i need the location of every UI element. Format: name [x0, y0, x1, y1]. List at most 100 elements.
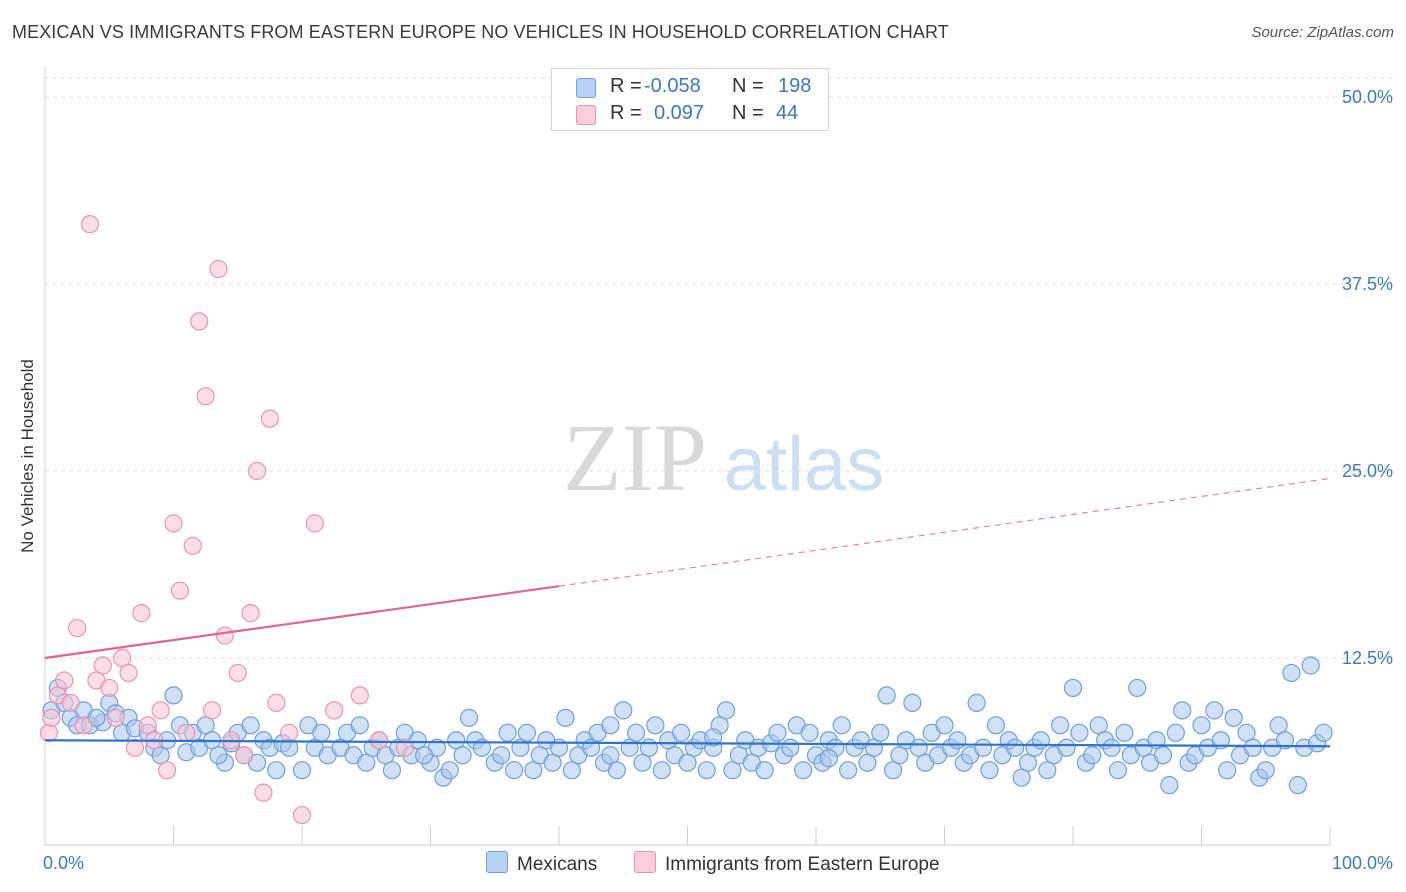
data-point [106, 708, 125, 727]
data-point [504, 761, 524, 780]
data-point [639, 738, 659, 757]
data-point [80, 215, 100, 234]
trend-line-eastern-europe-extrapolated [558, 477, 1331, 587]
data-point [177, 723, 196, 742]
data-point [100, 678, 119, 698]
data-point [1115, 723, 1134, 742]
data-point [890, 746, 909, 765]
data-point [447, 731, 466, 750]
data-point [697, 761, 716, 780]
data-point [267, 693, 286, 712]
data-point [1018, 753, 1038, 772]
x-tick-label-min: 0.0% [43, 853, 84, 873]
data-point [883, 761, 903, 780]
data-point [350, 686, 369, 705]
data-point [1301, 656, 1320, 675]
trend-line-mexicans [44, 739, 1331, 748]
data-point [267, 761, 286, 780]
data-point [472, 738, 491, 757]
data-point [1102, 738, 1121, 757]
data-point [877, 686, 896, 705]
data-point [973, 738, 993, 757]
data-point [723, 761, 742, 780]
data-point [498, 723, 517, 742]
data-point [1012, 768, 1031, 787]
data-point [61, 693, 80, 712]
data-point [370, 731, 389, 750]
data-point [633, 753, 652, 772]
data-point [112, 648, 132, 668]
data-point [235, 746, 254, 765]
data-point [1314, 723, 1333, 742]
data-point [151, 701, 170, 720]
data-point [382, 761, 402, 780]
data-point [1166, 723, 1185, 742]
data-point [1031, 731, 1050, 750]
data-point [241, 604, 260, 623]
data-point [652, 761, 671, 780]
data-point [312, 723, 331, 742]
legend-n-label: N = [732, 102, 764, 124]
data-point [1089, 716, 1108, 735]
data-point [1160, 776, 1179, 795]
data-point [1051, 716, 1070, 735]
data-point [819, 749, 838, 768]
data-point [196, 716, 215, 735]
data-point [492, 746, 511, 765]
data-point [626, 723, 646, 742]
data-point [68, 618, 87, 638]
data-point [254, 783, 273, 802]
trend-lines [44, 477, 1331, 748]
data-point [562, 761, 581, 780]
data-point [1224, 708, 1243, 727]
data-point [202, 701, 222, 720]
data-point [607, 761, 626, 780]
data-point [74, 716, 93, 735]
source-label: Source: ZipAtlas.com [1251, 24, 1394, 41]
gridlines [45, 77, 1394, 659]
bottom-legend-eastern-europe: Immigrants from Eastern Europe [634, 851, 940, 876]
data-point [1282, 663, 1301, 683]
data-point [241, 716, 260, 735]
data-point [768, 723, 787, 742]
data-point [1153, 746, 1173, 765]
bottom-legend-mexicans: Mexicans [486, 851, 597, 876]
data-point [42, 708, 61, 727]
data-point [1038, 761, 1057, 780]
watermark-atlas: atlas [724, 422, 885, 507]
legend-r-label: R = [610, 75, 642, 97]
data-point [839, 761, 858, 780]
data-point [151, 746, 170, 765]
data-point [935, 716, 954, 735]
data-point [132, 604, 151, 623]
data-point [755, 761, 774, 780]
data-point [183, 536, 202, 555]
data-point [1108, 761, 1128, 780]
legend-r-value: 0.097 [654, 102, 705, 124]
data-point [164, 514, 183, 533]
data-point [1218, 761, 1237, 780]
data-point [1128, 678, 1147, 698]
data-point [357, 753, 376, 772]
data-point [292, 761, 312, 780]
data-point [704, 728, 723, 747]
data-point [1243, 738, 1263, 757]
data-point [125, 738, 145, 757]
data-point [1057, 738, 1076, 757]
data-point [980, 761, 999, 780]
data-point [986, 716, 1006, 735]
legend-swatch-pink [576, 105, 596, 125]
data-point [119, 663, 138, 683]
data-point [215, 626, 234, 645]
data-point [260, 409, 279, 428]
data-point [967, 693, 986, 712]
legend-swatch-pink [634, 851, 656, 873]
legend-r-value: -0.058 [644, 75, 701, 97]
data-point [671, 723, 691, 742]
data-point [1275, 731, 1295, 750]
data-point [247, 461, 267, 481]
data-point [459, 708, 479, 727]
data-point [1205, 701, 1224, 720]
data-point [903, 693, 922, 712]
data-point [39, 723, 58, 742]
